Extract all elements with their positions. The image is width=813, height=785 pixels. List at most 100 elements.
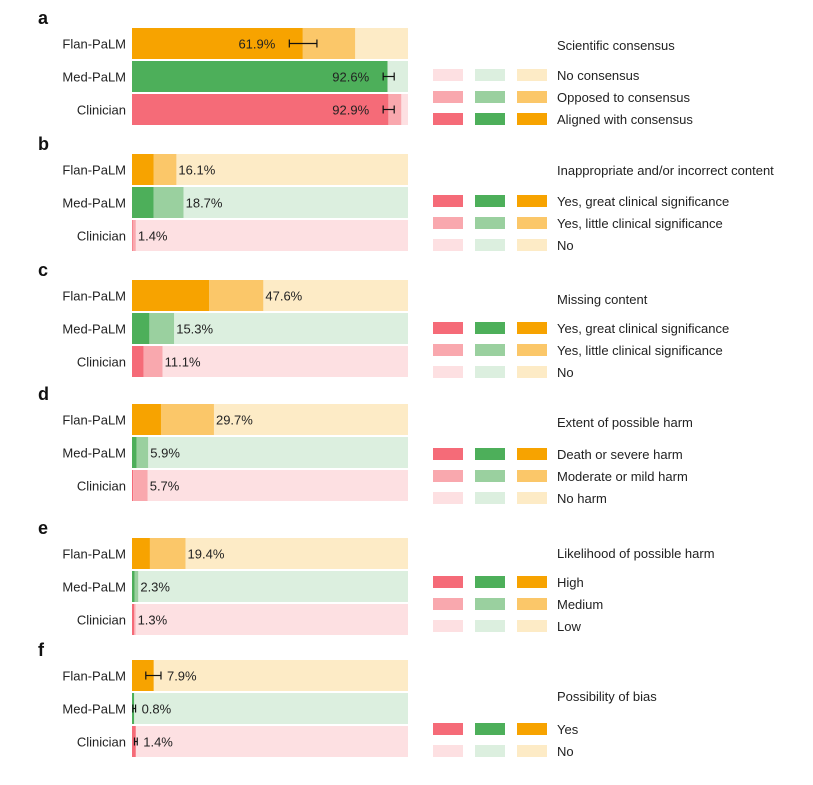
legend-swatch	[433, 113, 463, 125]
model-label-flan-palm: Flan-PaLM	[62, 669, 126, 684]
legend-swatch	[475, 239, 505, 251]
bar-segment	[132, 538, 150, 569]
data-label: 16.1%	[178, 163, 215, 178]
bar-segment	[132, 313, 150, 344]
legend-swatch	[475, 195, 505, 207]
legend-label: Yes, great clinical significance	[557, 321, 729, 336]
legend-swatch	[433, 217, 463, 229]
bar-segment	[176, 154, 408, 185]
legend-swatch	[475, 366, 505, 378]
bar-segment	[153, 187, 184, 218]
row-separator	[132, 724, 408, 726]
model-label-clinician: Clinician	[77, 613, 126, 628]
legend-swatch	[517, 723, 547, 735]
legend-swatch	[433, 91, 463, 103]
model-label-flan-palm: Flan-PaLM	[62, 37, 126, 52]
bar-segment	[132, 154, 154, 185]
bar-segment	[134, 693, 408, 724]
bar-segment	[162, 346, 408, 377]
legend-swatch	[433, 195, 463, 207]
legend-swatch	[433, 598, 463, 610]
bar-segment	[147, 470, 409, 501]
legend-swatch	[517, 195, 547, 207]
legend-swatch	[475, 620, 505, 632]
model-label-flan-palm: Flan-PaLM	[62, 163, 126, 178]
model-label-flan-palm: Flan-PaLM	[62, 289, 126, 304]
row-separator	[132, 251, 408, 253]
model-label-med-palm: Med-PaLM	[62, 322, 126, 337]
legend-label: Yes, great clinical significance	[557, 194, 729, 209]
legend-title: Scientific consensus	[557, 38, 675, 53]
bar-segment	[387, 61, 408, 92]
legend-swatch	[517, 344, 547, 356]
bar-segment	[132, 28, 303, 59]
bar-segment	[213, 404, 408, 435]
legend-swatch	[517, 69, 547, 81]
row-separator	[132, 185, 408, 187]
panel-letter-b: b	[38, 134, 49, 154]
model-label-med-palm: Med-PaLM	[62, 70, 126, 85]
legend-swatch	[475, 91, 505, 103]
bar-segment	[153, 154, 177, 185]
panel-b: b Flan-PaLM 16.1% Med-PaLM 18.7% Clinician 1.4…	[38, 134, 774, 253]
bar-segment	[149, 538, 186, 569]
bar-segment	[138, 571, 408, 602]
legend-swatch	[517, 322, 547, 334]
legend-swatch	[433, 448, 463, 460]
bar-segment	[174, 313, 408, 344]
legend-swatch	[517, 576, 547, 588]
legend-label: No	[557, 744, 574, 759]
bar-segment	[134, 571, 139, 602]
model-label-clinician: Clinician	[77, 103, 126, 118]
legend-swatch	[433, 239, 463, 251]
row-separator	[132, 311, 408, 313]
row-separator	[132, 218, 408, 220]
row-separator	[132, 635, 408, 637]
model-label-flan-palm: Flan-PaLM	[62, 413, 126, 428]
bar-segment	[132, 280, 210, 311]
data-label: 5.9%	[150, 446, 180, 461]
row-separator	[132, 344, 408, 346]
panel-c: c Flan-PaLM 47.6% Med-PaLM 15.3% Clinician 11.…	[38, 260, 729, 380]
model-label-med-palm: Med-PaLM	[62, 196, 126, 211]
bar-segment	[132, 346, 144, 377]
legend-swatch	[517, 366, 547, 378]
panel-letter-f: f	[38, 640, 45, 660]
bar-segment	[134, 604, 136, 635]
legend-title: Inappropriate and/or incorrect content	[557, 163, 774, 178]
bar-segment	[263, 280, 408, 311]
legend-title: Possibility of bias	[557, 689, 657, 704]
bar-segment	[183, 187, 408, 218]
bar-segment	[401, 94, 408, 125]
row-separator	[132, 757, 408, 759]
data-label: 61.9%	[238, 37, 275, 52]
legend-label: Opposed to consensus	[557, 90, 690, 105]
data-label: 1.4%	[143, 735, 173, 750]
legend-label: No	[557, 365, 574, 380]
legend-label: Yes, little clinical significance	[557, 216, 723, 231]
data-label: 18.7%	[186, 196, 223, 211]
row-separator	[132, 59, 408, 61]
legend-title: Missing content	[557, 292, 648, 307]
legend-swatch	[433, 470, 463, 482]
legend-label: Aligned with consensus	[557, 112, 693, 127]
legend-label: Medium	[557, 597, 603, 612]
data-label: 5.7%	[150, 479, 180, 494]
legend-swatch	[517, 598, 547, 610]
row-separator	[132, 92, 408, 94]
legend-label: No	[557, 238, 574, 253]
bar-segment	[149, 313, 175, 344]
legend-swatch	[433, 576, 463, 588]
bar-segment	[388, 94, 402, 125]
legend-swatch	[475, 322, 505, 334]
data-label: 29.7%	[216, 413, 253, 428]
bar-segment	[132, 220, 133, 251]
bar-segment	[133, 470, 148, 501]
bar-segment	[132, 437, 137, 468]
panel-e: e Flan-PaLM 19.4% Med-PaLM 2.3% Clinician 1.3%…	[38, 518, 715, 637]
legend-swatch	[517, 113, 547, 125]
bar-segment	[185, 538, 408, 569]
model-label-clinician: Clinician	[77, 735, 126, 750]
panel-letter-d: d	[38, 384, 49, 404]
legend-label: Low	[557, 619, 581, 634]
